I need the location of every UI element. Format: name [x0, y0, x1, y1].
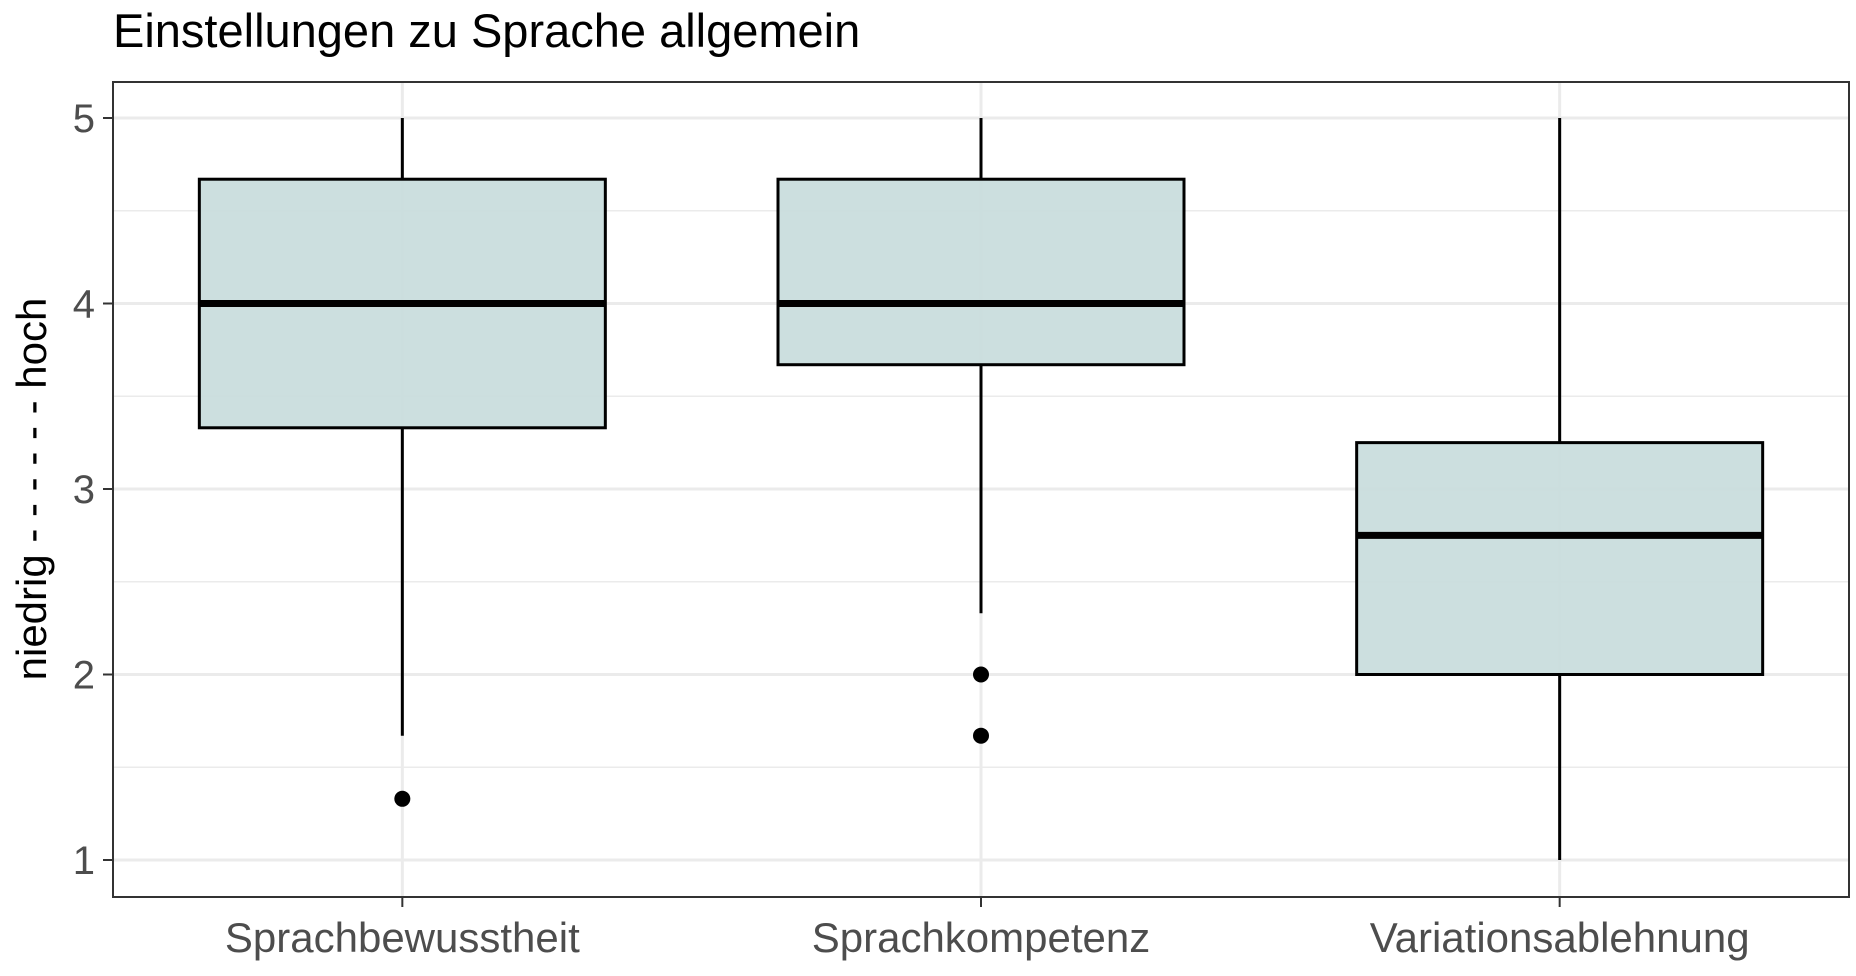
outlier-point — [394, 791, 410, 807]
chart-title: Einstellungen zu Sprache allgemein — [113, 4, 860, 57]
outlier-point — [973, 667, 989, 683]
y-tick-label: 2 — [73, 654, 95, 698]
x-tick-label: Variationsablehnung — [1370, 914, 1750, 961]
x-axis: Sprachbewusstheit Sprachkompetenz Variatio… — [225, 897, 1750, 961]
y-tick-label: 4 — [73, 283, 95, 327]
box-iqr — [778, 179, 1184, 365]
y-tick-label: 5 — [73, 97, 95, 141]
y-tick-label: 1 — [73, 839, 95, 883]
y-tick-label: 3 — [73, 468, 95, 512]
y-axis: 1 2 3 4 5 — [73, 97, 113, 883]
x-tick-label: Sprachkompetenz — [812, 914, 1151, 961]
x-tick-label: Sprachbewusstheit — [225, 914, 580, 961]
box-group — [1357, 118, 1763, 860]
y-axis-label: niedrig - - - - - - hoch — [8, 298, 55, 681]
outlier-point — [973, 728, 989, 744]
box-iqr — [1357, 443, 1763, 675]
box-group — [199, 118, 605, 807]
